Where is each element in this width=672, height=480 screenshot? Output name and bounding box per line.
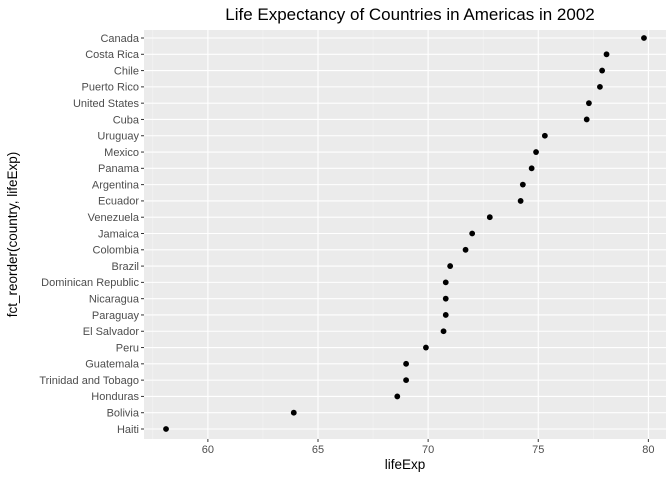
- data-point: [290, 409, 297, 416]
- y-axis-title: fct_reorder(country, lifeExp): [5, 152, 20, 318]
- data-point: [486, 214, 493, 221]
- chart-title: Life Expectancy of Countries in Americas…: [225, 5, 594, 24]
- data-point: [394, 393, 401, 400]
- y-tick-label: Brazil: [111, 261, 139, 273]
- data-point: [586, 100, 592, 107]
- data-point: [519, 181, 526, 188]
- x-axis: 60 65 70 75 80: [202, 439, 655, 456]
- data-point: [469, 230, 476, 237]
- data-point: [597, 83, 603, 90]
- x-tick-label: 80: [642, 444, 654, 456]
- data-point: [423, 344, 429, 351]
- y-tick-label: Uruguay: [97, 131, 139, 143]
- y-tick-label: Argentina: [92, 179, 140, 191]
- y-tick-label: Paraguay: [92, 310, 140, 322]
- y-tick-label: Jamaica: [98, 228, 140, 240]
- data-point: [533, 149, 539, 155]
- y-tick-label: Canada: [100, 33, 139, 45]
- data-point: [603, 51, 610, 58]
- x-tick-label: 75: [532, 444, 544, 456]
- x-tick-label: 70: [422, 444, 434, 456]
- y-tick-label: United States: [73, 98, 140, 110]
- data-point: [163, 426, 169, 432]
- data-point: [599, 67, 606, 74]
- y-tick-label: Peru: [116, 342, 139, 354]
- data-point: [462, 246, 469, 253]
- data-point: [442, 279, 449, 286]
- y-tick-label: Ecuador: [98, 196, 139, 208]
- y-tick-label: Trinidad and Tobago: [39, 375, 139, 387]
- x-tick-label: 60: [202, 444, 214, 456]
- y-tick-label: Dominican Republic: [41, 277, 139, 289]
- data-point: [403, 360, 410, 367]
- y-tick-label: Nicaragua: [89, 293, 140, 305]
- y-tick-label: El Salvador: [83, 326, 140, 338]
- data-point: [442, 312, 449, 318]
- data-points: [163, 35, 647, 432]
- y-tick-label: Panama: [98, 163, 140, 175]
- data-point: [541, 132, 548, 139]
- y-tick-label: Colombia: [93, 245, 140, 257]
- y-tick-label: Haiti: [117, 424, 139, 436]
- y-tick-label: Venezuela: [88, 212, 140, 224]
- data-point: [403, 377, 410, 384]
- data-point: [517, 198, 524, 204]
- data-point: [528, 165, 535, 172]
- plot-panel: [144, 30, 666, 439]
- y-tick-label: Bolivia: [107, 408, 140, 420]
- x-axis-title: lifeExp: [385, 457, 426, 472]
- data-point: [641, 35, 647, 41]
- y-tick-label: Mexico: [104, 147, 139, 159]
- data-point: [442, 295, 449, 302]
- y-tick-label: Costa Rica: [85, 49, 140, 61]
- y-tick-label: Honduras: [91, 391, 139, 403]
- y-tick-label: Guatemala: [85, 359, 140, 371]
- data-point: [447, 263, 454, 269]
- y-tick-label: Chile: [114, 65, 139, 77]
- y-tick-label: Puerto Rico: [82, 82, 139, 94]
- y-tick-label: Cuba: [113, 114, 140, 126]
- data-point: [440, 328, 447, 335]
- x-tick-label: 65: [312, 444, 324, 456]
- data-point: [583, 116, 590, 123]
- y-axis: Haiti Bolivia Honduras Trinidad and Tobago G…: [39, 33, 144, 436]
- grid-lines: [144, 30, 666, 439]
